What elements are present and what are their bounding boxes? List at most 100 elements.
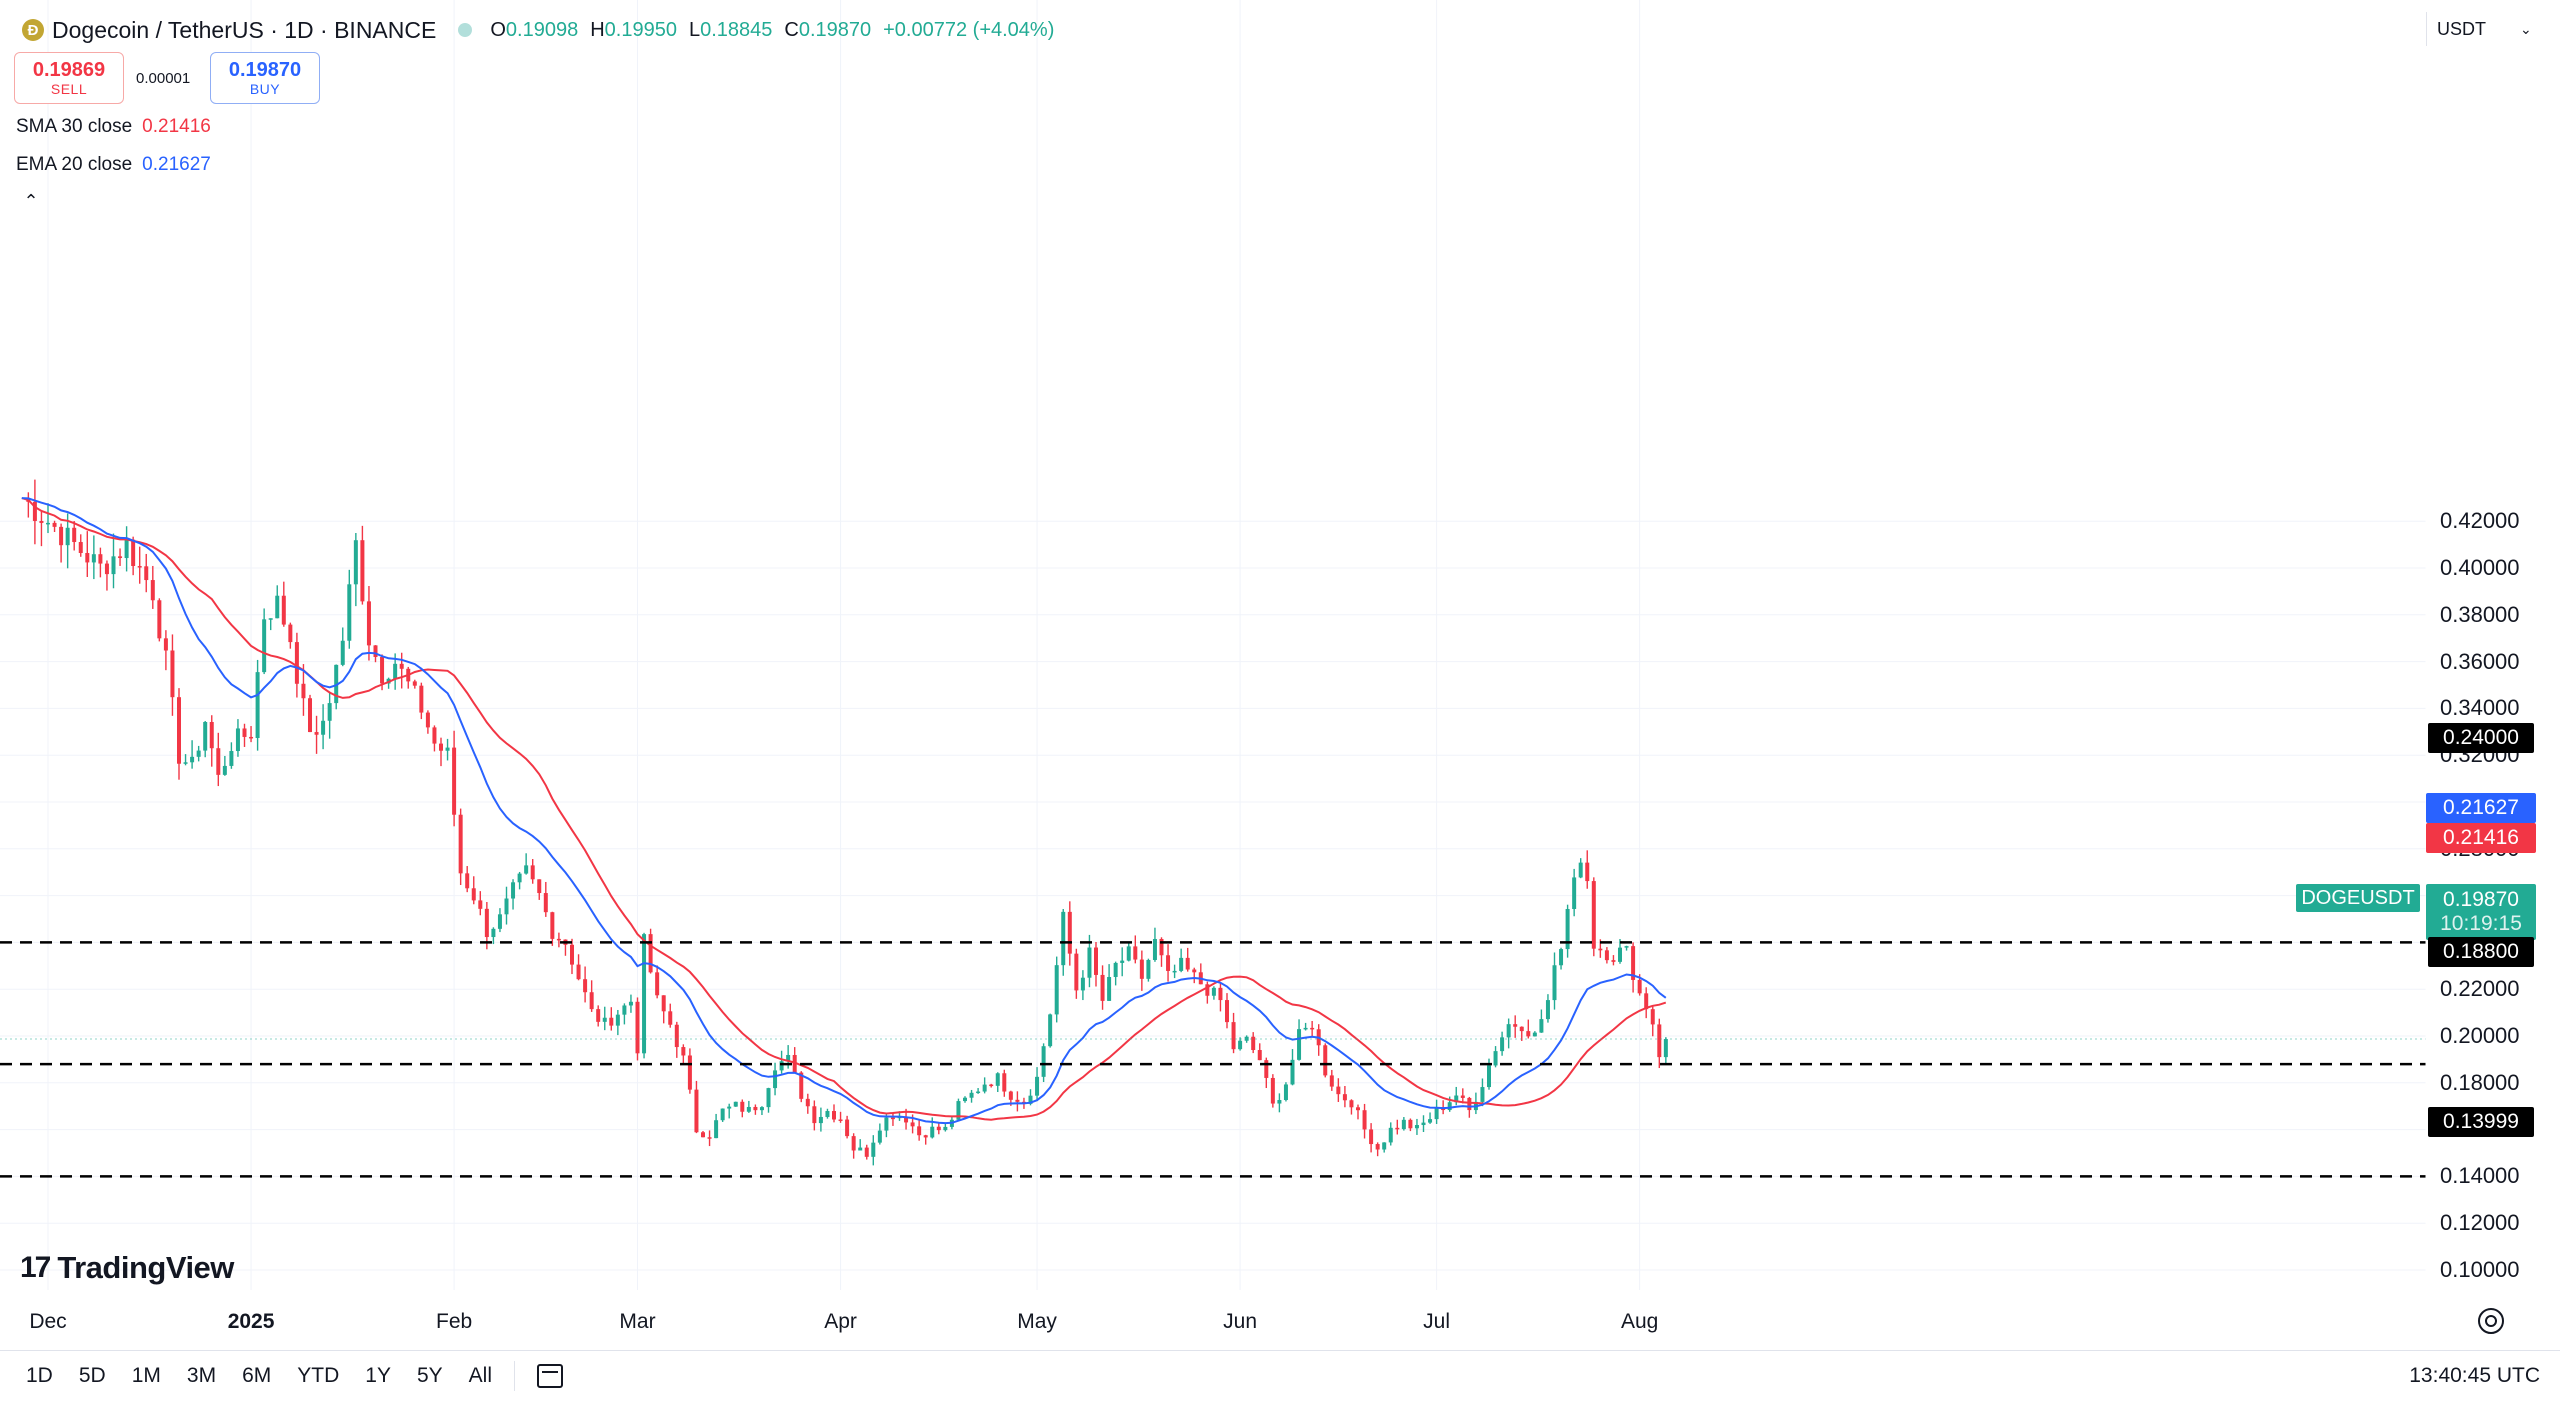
candle [262,608,267,675]
candle-body [360,540,365,602]
candle-body [1565,909,1570,950]
candle-body [111,556,116,575]
candle [648,928,653,974]
ema-value: 0.21627 [142,154,211,175]
candle [583,966,588,1003]
y-tick-label: 0.12000 [2440,1210,2520,1236]
candle-body [727,1106,732,1109]
utc-clock[interactable]: 13:40:45 UTC [2409,1364,2540,1387]
candle-body [517,873,522,883]
candle [976,1088,981,1094]
candle-body [1447,1102,1452,1111]
range-all[interactable]: All [468,1364,492,1387]
bottom-toolbar: 1D 5D 1M 3M 6M YTD 1Y 5Y All 13:40:45 UT… [0,1350,2560,1401]
candle-body [890,1117,895,1120]
candle [1657,1018,1662,1069]
candle-body [1159,938,1164,956]
candle [1316,1024,1321,1056]
candle-body [969,1092,974,1098]
candle [1532,1031,1537,1037]
candle [235,719,240,757]
candle-body [1369,1129,1374,1145]
range-5d[interactable]: 5D [78,1364,106,1387]
candle [1375,1142,1380,1157]
candle-body [1487,1065,1491,1088]
candle [65,513,70,569]
candle-body [589,992,594,1010]
candle-body [1048,1014,1053,1047]
range-5y[interactable]: 5Y [416,1364,443,1387]
candle-body [1539,1019,1544,1033]
candle [1604,947,1609,964]
candle [1513,1015,1518,1038]
candle-body [471,888,476,901]
candle [425,710,430,734]
candle-body [327,703,332,721]
candle-body [858,1147,863,1151]
buy-button[interactable]: 0.19870 BUY [210,52,320,104]
candle [871,1135,876,1166]
symbol-title[interactable]: Dogecoin / TetherUS · 1D · BINANCE [52,16,437,43]
candle [1585,850,1590,889]
candle-body [1192,969,1197,973]
calendar-icon[interactable] [537,1364,563,1388]
range-3m[interactable]: 3M [186,1364,217,1387]
ema-legend[interactable]: EMA 20 close 0.21627 [16,154,211,176]
candle-body [609,1017,614,1026]
candle [216,732,221,787]
candle-body [52,522,57,527]
candle [1251,1032,1256,1054]
change-value: +0.00772 (+4.04%) [883,18,1055,41]
candle-body [989,1084,994,1087]
range-1d[interactable]: 1D [26,1364,53,1387]
candle-body [1329,1075,1334,1087]
candle [478,891,483,916]
candle-body [1618,947,1622,962]
candle-body [759,1107,764,1111]
candle-body [668,1011,673,1025]
candle [1526,1019,1531,1039]
candle-body [439,743,443,751]
candle [570,938,574,975]
candle [1067,901,1072,966]
candle-body [163,638,168,651]
candle [845,1115,850,1139]
candle-body [118,556,123,559]
candle [1146,958,1151,982]
range-6m[interactable]: 6M [242,1364,272,1387]
range-ytd[interactable]: YTD [297,1364,340,1387]
candle-body [353,540,358,585]
sma-legend[interactable]: SMA 30 close 0.21416 [16,116,211,138]
sell-button[interactable]: 0.19869 SELL [14,52,124,104]
tradingview-logo[interactable]: 17 TradingView [20,1250,234,1286]
gear-icon[interactable] [2478,1308,2504,1334]
candle-body [694,1089,699,1133]
candle [190,740,195,769]
candle [360,525,365,605]
range-1m[interactable]: 1M [131,1364,161,1387]
candle-body [242,728,247,737]
candle [589,980,594,1012]
candle [1035,1067,1040,1102]
candle [773,1062,778,1096]
candle-body [46,522,50,525]
candle [642,932,647,1059]
currency-selector[interactable]: USDT ⌄ [2426,12,2557,46]
candle-body [399,663,404,669]
candle-body [32,501,37,521]
candle [779,1050,784,1074]
chevron-up-icon[interactable]: ⌃ [16,186,46,216]
candle-body [570,944,574,965]
candle-body [550,912,555,939]
price-tag-line-188: 0.18800 [2428,937,2534,967]
price-chart[interactable] [0,0,2560,1340]
candle [1185,947,1190,972]
candle-body [1120,960,1125,963]
candle [596,1005,601,1027]
candle-body [1205,984,1210,996]
candle [825,1108,830,1119]
candle [1369,1123,1374,1153]
candle-body [543,893,548,913]
range-1y[interactable]: 1Y [365,1364,391,1387]
candle-body [425,712,430,728]
